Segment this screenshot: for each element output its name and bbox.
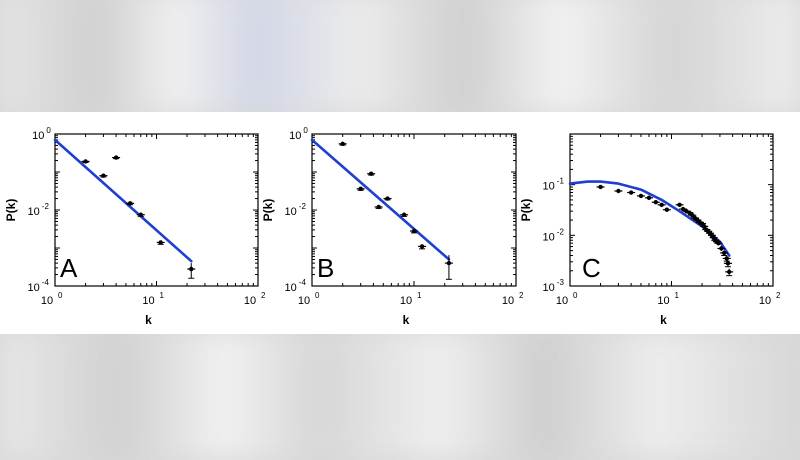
y-tick-label: 10: [543, 231, 555, 243]
blurred-background-top: [0, 0, 800, 115]
y-tick-label: 10: [543, 282, 555, 294]
x-tick-label: 10: [400, 295, 412, 307]
y-tick-label: 10: [28, 282, 40, 294]
data-point: [189, 266, 194, 272]
data-point: [419, 244, 425, 249]
y-tick-label: 10: [285, 282, 297, 294]
y-tick-exponent: -2: [557, 227, 565, 236]
data-point: [401, 212, 407, 217]
y-tick-label: 10: [543, 181, 555, 193]
y-tick-exponent: -3: [557, 278, 565, 287]
x-tick-label: 10: [142, 295, 154, 307]
x-tick-exponent: 0: [315, 291, 320, 300]
data-point: [653, 200, 658, 205]
data-point: [687, 210, 692, 215]
y-tick-label: 10: [289, 130, 301, 142]
y-tick-exponent: 0: [303, 126, 308, 135]
fit-line: [53, 138, 193, 263]
x-axis-label: k: [660, 313, 667, 327]
data-point: [724, 256, 729, 261]
x-tick-exponent: 2: [261, 291, 266, 300]
plot-area: [54, 133, 259, 287]
x-tick-label: 10: [759, 295, 771, 307]
y-axis-label: P(k): [4, 199, 18, 222]
x-tick-label: 10: [502, 295, 514, 307]
data-point: [659, 202, 664, 208]
data-point: [680, 206, 686, 212]
y-tick-label: 10: [32, 130, 44, 142]
data-point: [690, 212, 695, 218]
data-point: [646, 195, 652, 201]
x-tick-label: 10: [556, 295, 568, 307]
x-tick-exponent: 0: [58, 291, 63, 300]
fit-line: [310, 138, 451, 261]
x-tick-exponent: 0: [573, 291, 578, 300]
data-point: [411, 228, 417, 234]
plot-area: [569, 133, 774, 287]
x-tick-label: 10: [298, 295, 310, 307]
data-point: [446, 260, 452, 266]
y-tick-label: 10: [285, 206, 297, 218]
y-tick-exponent: -4: [299, 278, 307, 287]
data-point: [598, 184, 603, 190]
y-tick-exponent: 0: [46, 126, 51, 135]
data-point: [638, 193, 644, 199]
data-point: [138, 212, 143, 217]
data-point: [628, 190, 634, 195]
x-tick-label: 10: [244, 295, 256, 307]
data-point: [725, 261, 731, 266]
x-tick-exponent: 2: [776, 291, 781, 300]
chart-panel-c: 10 0 10 1 10 210 -110 -210 -3kP(k)C: [519, 133, 781, 327]
data-point: [719, 246, 724, 251]
y-axis-label: P(k): [261, 199, 275, 222]
data-point: [702, 224, 707, 229]
x-axis-label: k: [145, 313, 152, 327]
y-tick-exponent: -2: [42, 202, 50, 211]
x-tick-label: 10: [41, 295, 53, 307]
panel-label: C: [582, 253, 601, 283]
data-point: [616, 188, 621, 194]
data-point: [716, 240, 721, 246]
x-axis-label: k: [403, 313, 410, 327]
y-axis-label: P(k): [519, 199, 533, 222]
panel-label: B: [317, 253, 334, 283]
panel-label: A: [60, 253, 78, 283]
data-point: [721, 250, 727, 256]
data-point: [664, 207, 670, 212]
y-tick-label: 10: [28, 206, 40, 218]
x-tick-exponent: 1: [160, 291, 165, 300]
data-point: [158, 240, 163, 245]
y-tick-exponent: -2: [299, 202, 307, 211]
data-point: [677, 202, 682, 208]
y-tick-exponent: -4: [42, 278, 50, 287]
data-point: [726, 269, 732, 275]
x-tick-exponent: 1: [417, 291, 422, 300]
x-tick-exponent: 1: [675, 291, 680, 300]
y-tick-exponent: -1: [557, 177, 565, 186]
x-tick-label: 10: [657, 295, 669, 307]
x-tick-exponent: 2: [519, 291, 524, 300]
blurred-background-bottom: [0, 330, 800, 460]
plot-area: [311, 133, 517, 287]
